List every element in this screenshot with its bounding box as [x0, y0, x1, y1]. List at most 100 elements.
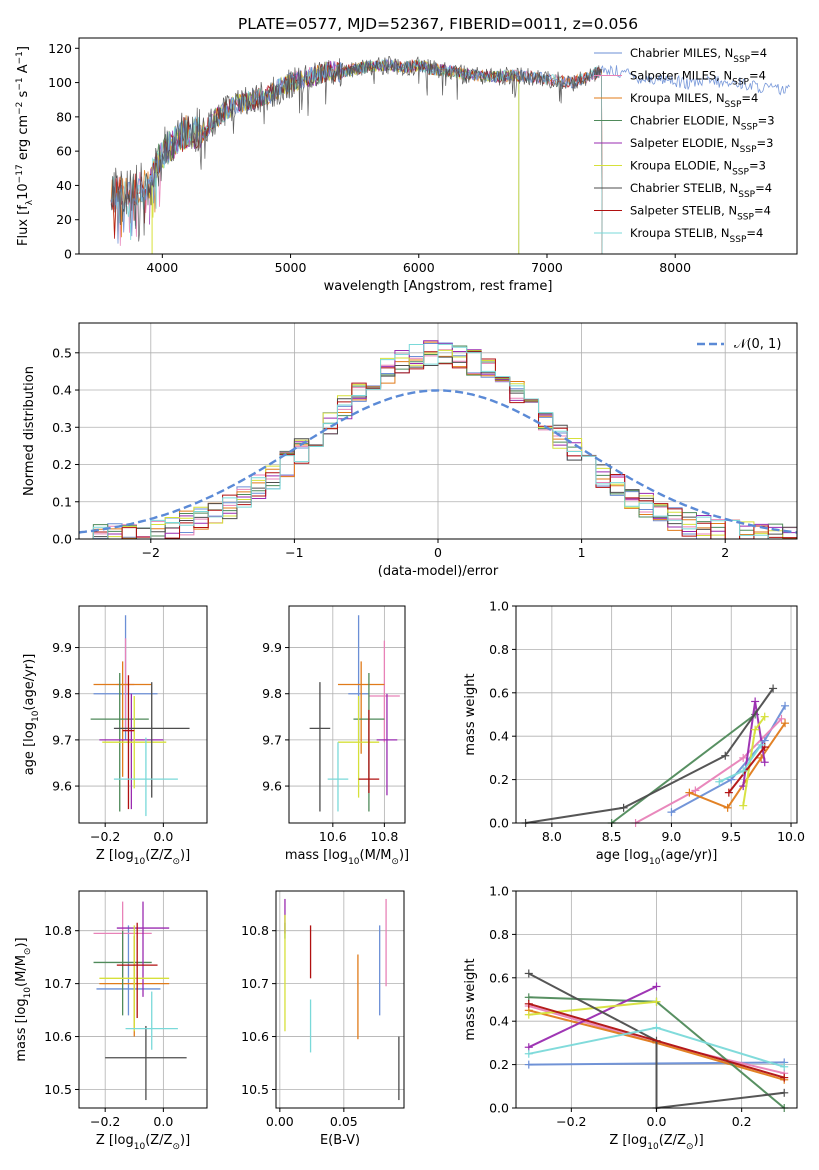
y-tick-label: 0.4	[489, 1014, 509, 1029]
legend-label: Chabrier ELODIE, NSSP=3	[630, 114, 775, 133]
y-tick-label: 80	[56, 109, 72, 124]
x-tick-label: 0.00	[266, 1114, 294, 1129]
y-tick-label: 9.7	[52, 732, 72, 747]
y-tick-label: 9.9	[52, 640, 72, 655]
legend-label: Kroupa MILES, NSSP=4	[630, 91, 758, 110]
plot-area-residuals: 𝒩(0, 1)	[78, 337, 798, 540]
y-tick-label: 0.1	[52, 494, 72, 509]
y-axis-label: mass weight	[463, 958, 478, 1040]
y-tick-label: 0.8	[489, 642, 509, 657]
label-part: ⊙	[172, 857, 180, 867]
spectrum-line-salpeter-miles	[110, 59, 603, 255]
label-part: SSP	[733, 55, 750, 65]
axes-frame	[515, 605, 798, 824]
plot-area-mass-weight-vs-age	[521, 684, 790, 827]
x-axis-label: wavelength [Angstrom, rest frame]	[324, 279, 553, 294]
label-part: 10	[348, 857, 360, 867]
legend-label: Salpeter MILES, NSSP=4	[630, 69, 766, 88]
label-part: Kroupa STELIB, N	[630, 226, 730, 240]
gaussian-curve	[78, 389, 798, 534]
label-part: =4	[746, 226, 763, 240]
label-part: (data-model)/error	[378, 564, 499, 579]
spectrum-line-chabrier-stelib	[110, 56, 603, 242]
label-part: Z [log	[609, 1133, 647, 1148]
weight-line-salpeter-miles	[635, 718, 783, 824]
label-part: )]	[14, 937, 29, 947]
label-part: λ	[25, 199, 35, 205]
label-part: 10	[134, 857, 146, 867]
x-tick-label: 8.5	[602, 829, 622, 844]
label-part: ⊙	[23, 948, 33, 956]
label-part: =4	[749, 69, 766, 83]
axes-age-vs-mass: 10.6 10.8 9.6 9.7 9.8 9.9 mass [log10(M/M⊙)]	[262, 605, 409, 867]
axes-frame	[78, 605, 208, 824]
label-part: (Z/Z	[659, 1133, 686, 1148]
y-tick-label: 9.7	[262, 732, 282, 747]
label-part: (M/M	[14, 955, 29, 987]
plot-area-spectrum: Chabrier MILES, NSSP=4 Salpeter MILES, NS…	[110, 46, 790, 255]
legend-label: Chabrier MILES, NSSP=4	[630, 46, 767, 65]
x-axis-label: mass [log10(M/M⊙)]	[285, 848, 409, 867]
y-tick-label: 10.8	[241, 923, 269, 938]
label-part: −17	[15, 164, 25, 183]
x-axis-label: Z [log10(Z/Z⊙)]	[609, 1133, 703, 1152]
label-part: Chabrier STELIB, N	[630, 181, 738, 195]
plot-area-mass-vs-Z	[93, 901, 187, 1101]
axes-mass-vs-Z: −0.2 0.010.510.610.710.8Z [log10(Z/Z⊙)]ma…	[14, 890, 208, 1152]
axes-residuals: 𝒩(0, 1) −2 −1 0 1 2 0.0 0.1 0.2 0.3 0.4 0.5 (data-mo…	[22, 322, 798, 579]
y-tick-label: 0.0	[489, 1101, 509, 1116]
x-tick-label: 2	[721, 545, 729, 560]
label-part: mass [log	[14, 998, 29, 1061]
label-part: (Z/Z	[145, 1133, 172, 1148]
y-tick-label: 10.6	[44, 1029, 72, 1044]
label-part: Z [log	[96, 1133, 134, 1148]
label-part: Flux [f	[16, 205, 31, 246]
axes-mass-weight-vs-age: 8.0 8.5 9.0 9.5 10.0 0.0 0.2 0.4 0.6 0.8 1.0 age [l…	[463, 599, 805, 868]
label-part: Z [log	[96, 848, 134, 863]
spectrum-line-chabrier-miles	[110, 58, 790, 244]
label-part: =3	[749, 159, 766, 173]
y-tick-label: 100	[48, 75, 72, 90]
axes-mass-vs-EBV: 0.00 0.05 10.5 10.6 10.7 10.8 E(B-V)	[241, 890, 405, 1148]
label-part: SSP	[725, 100, 742, 110]
y-tick-label: 9.8	[262, 686, 282, 701]
label-part: −1	[15, 77, 25, 90]
x-tick-label: −2	[142, 545, 160, 560]
weight-line-salpeter-stelib	[728, 746, 766, 794]
x-tick-label: 0.0	[153, 829, 173, 844]
y-axis-label: Normed distribution	[22, 366, 37, 496]
label-part: SSP	[740, 145, 757, 155]
label-part: )]	[694, 1133, 704, 1148]
label-part: (age/yr)]	[660, 848, 717, 863]
label-part: s	[16, 90, 31, 101]
label-part: A	[16, 64, 31, 77]
label-part: ⊙	[391, 857, 399, 867]
x-tick-label: −0.2	[556, 1114, 586, 1129]
x-tick-label: 10.6	[319, 829, 347, 844]
legend-label: Kroupa ELODIE, NSSP=3	[630, 159, 766, 178]
y-tick-label: 9.6	[52, 779, 72, 794]
plot-area-age-vs-Z	[90, 615, 190, 817]
label-part: (Z/Z	[145, 848, 172, 863]
label-part: erg cm	[16, 115, 31, 164]
gaussian-legend-label: 𝒩(0, 1)	[734, 337, 781, 352]
x-tick-label: 8.0	[542, 829, 562, 844]
label-part: Chabrier ELODIE, N	[630, 114, 741, 128]
label-part: (age/yr)]	[22, 654, 37, 711]
x-tick-label: 6000	[403, 260, 435, 275]
x-tick-label: −0.2	[90, 829, 120, 844]
x-tick-label: 0.0	[647, 1114, 667, 1129]
label-part: =4	[754, 204, 771, 218]
y-tick-label: 0.5	[52, 345, 72, 360]
label-part: =4	[741, 91, 758, 105]
label-part: 10	[16, 183, 31, 200]
histogram-kroupa-stelib	[79, 343, 797, 540]
label-part: =4	[750, 46, 767, 60]
y-tick-label: 10.5	[241, 1082, 269, 1097]
label-part: mass weight	[463, 673, 478, 755]
y-tick-label: 9.8	[52, 686, 72, 701]
x-axis-label: age [log10(age/yr)]	[596, 848, 718, 867]
x-axis-label: E(B-V)	[320, 1133, 360, 1148]
label-part: Normed distribution	[22, 366, 37, 496]
y-tick-label: 10.8	[44, 923, 72, 938]
